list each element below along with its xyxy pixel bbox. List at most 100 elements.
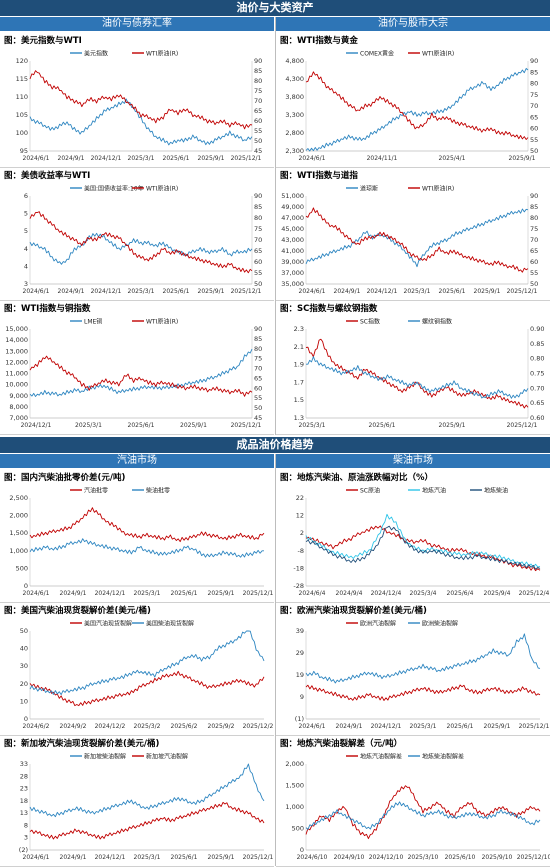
x-tick-label: 2024/12/10 bbox=[369, 854, 404, 861]
series-line bbox=[29, 70, 253, 130]
y-tick-label-left: 1,500 bbox=[285, 782, 304, 790]
x-tick-label: 2025/6/1 bbox=[171, 854, 198, 861]
chart-domestic-spread: 图：国内汽柴油批零价差(元/吨) 0 500 1,000 1,500 2,000 2,50… bbox=[0, 470, 274, 603]
x-tick-label: 2025/9/1 bbox=[198, 155, 225, 162]
x-tick-label: 2025/12/4 bbox=[519, 590, 550, 597]
y-tick-label-left: 29 bbox=[296, 649, 304, 657]
y-tick-label-right: 55 bbox=[254, 269, 262, 277]
y-tick-label-right: 60 bbox=[530, 258, 538, 266]
x-tick-label: 2025/6/10 bbox=[445, 854, 476, 861]
series-line bbox=[29, 507, 265, 543]
legend-label: 地炼汽油 bbox=[422, 487, 446, 495]
chart-title: 图：WTI指数与铜指数 bbox=[4, 304, 91, 314]
x-tick-label: 2025/9/1 bbox=[474, 288, 501, 295]
y-tick-label-left: 35,000 bbox=[281, 280, 304, 288]
y-tick-label-left: 100 bbox=[16, 129, 28, 137]
series-line bbox=[305, 801, 541, 830]
chart-title: 图：地炼汽柴油、原油涨跌幅对比（%） bbox=[280, 473, 434, 483]
y-tick-label-left: 1,500 bbox=[9, 529, 28, 537]
y-tick-label-right: 55 bbox=[254, 127, 262, 135]
y-tick-label-left: 45,000 bbox=[281, 225, 304, 233]
x-tick-label: 2025/6/1 bbox=[163, 288, 190, 295]
y-tick-label-right: 65 bbox=[254, 247, 262, 255]
y-tick-label-right: 0.60 bbox=[530, 414, 544, 422]
x-tick-label: 2025/9/1 bbox=[439, 422, 466, 429]
chart-yield-wti: 图：美债收益率与WTI 3 4 4 5 5 6 50 55 60 65 70 75 80 85 90 2024… bbox=[0, 168, 274, 301]
y-tick-label-left: 110 bbox=[16, 93, 28, 101]
x-tick-label: 2025/3/4 bbox=[410, 590, 437, 597]
series-line bbox=[29, 670, 265, 707]
x-tick-label: 2025/9/1 bbox=[180, 422, 207, 429]
chart-title: 图：美债收益率与WTI bbox=[4, 171, 91, 181]
y-tick-label-left: 0 bbox=[300, 846, 304, 854]
legend-label: 地炼柴油 bbox=[484, 487, 508, 495]
y-tick-label-left: 39 bbox=[296, 627, 304, 635]
y-tick-label-left: -18 bbox=[293, 564, 304, 572]
series-line bbox=[29, 232, 253, 265]
series-line bbox=[29, 630, 265, 696]
y-tick-label-left: 6 bbox=[24, 192, 28, 200]
y-tick-label-left: 2,000 bbox=[9, 512, 28, 520]
x-tick-label: 2025/9/2 bbox=[208, 723, 235, 730]
chart-title: 图：地炼汽柴油裂解差（元/吨） bbox=[280, 739, 403, 749]
x-tick-label: 2024/6/1 bbox=[299, 155, 326, 162]
x-tick-label: 2025/9/4 bbox=[484, 590, 511, 597]
series-line bbox=[29, 211, 253, 274]
legend-label: WTI原油(R) bbox=[146, 50, 178, 58]
y-tick-label-right: 65 bbox=[530, 247, 538, 255]
y-tick-label-left: 12,000 bbox=[5, 358, 28, 366]
y-tick-label-right: 85 bbox=[530, 68, 538, 76]
x-tick-label: 2024/6/1 bbox=[23, 288, 50, 295]
x-tick-label: 2025/3/1 bbox=[128, 155, 155, 162]
x-tick-label: 2025/12/10 bbox=[517, 854, 550, 861]
x-tick-label: 2025/4/1 bbox=[439, 155, 466, 162]
x-tick-label: 2024/6/1 bbox=[299, 723, 326, 730]
x-tick-label: 2025/12/2 bbox=[243, 723, 274, 730]
chart-wti-dow: 图：WTI指数与道指 35,000 37,000 39,000 41,000 43,00… bbox=[276, 168, 550, 301]
x-tick-label: 2024/9/1 bbox=[60, 854, 87, 861]
y-tick-label-right: 50 bbox=[254, 280, 262, 288]
y-tick-label-left: 23 bbox=[20, 785, 28, 793]
y-tick-label-left: 41,000 bbox=[281, 247, 304, 255]
y-tick-label-left: 0 bbox=[24, 715, 28, 723]
x-tick-label: 2024/9/2 bbox=[60, 723, 87, 730]
y-tick-label-left: 28 bbox=[20, 772, 28, 780]
series-line bbox=[305, 525, 541, 570]
y-tick-label-right: 85 bbox=[254, 203, 262, 211]
x-tick-label: 2024/12/1 bbox=[95, 590, 126, 597]
y-tick-label-right: 85 bbox=[530, 203, 538, 211]
chart-usd-wti: 图：美元指数与WTI 95 100 105 110 115 120 45 50 55 60 65 70… bbox=[0, 33, 274, 168]
legend-label: LME铜 bbox=[84, 318, 102, 326]
legend-label: 汽油批零 bbox=[84, 487, 108, 495]
y-tick-label-left: 50 bbox=[20, 627, 28, 635]
y-tick-label-right: 75 bbox=[530, 225, 538, 233]
y-tick-label-left: 19 bbox=[296, 671, 304, 679]
y-tick-label-right: 0.90 bbox=[530, 325, 544, 333]
y-tick-label-left: 9 bbox=[300, 693, 304, 701]
y-tick-label-left: 1.3 bbox=[294, 414, 304, 422]
y-tick-label-left: 500 bbox=[292, 825, 304, 833]
y-tick-label-left: 0 bbox=[24, 582, 28, 590]
x-tick-label: 2024/11/1 bbox=[367, 155, 398, 162]
series-line bbox=[29, 801, 265, 840]
x-tick-label: 2025/6/1 bbox=[171, 590, 198, 597]
y-tick-label-left: (2) bbox=[19, 846, 28, 854]
y-tick-label-right: 80 bbox=[530, 80, 538, 88]
y-tick-label-left: 7,000 bbox=[9, 414, 28, 422]
x-tick-label: 2025/3/1 bbox=[299, 422, 326, 429]
series-line bbox=[305, 208, 529, 268]
y-tick-label-right: 75 bbox=[254, 225, 262, 233]
chart-wti-gold: 图：WTI指数与黄金 2,300 2,800 3,300 3,800 4,300 4,80… bbox=[276, 33, 550, 168]
y-tick-label-left: 1.7 bbox=[294, 378, 304, 386]
x-tick-label: 2024/9/1 bbox=[58, 155, 85, 162]
x-tick-label: 2025/6/1 bbox=[163, 155, 190, 162]
section1-banner: 油价与大类资产 bbox=[0, 0, 550, 16]
y-tick-label-right: 75 bbox=[254, 87, 262, 95]
legend-label: SC指数 bbox=[360, 318, 380, 326]
legend-label: 欧洲汽油裂解 bbox=[360, 620, 396, 628]
y-tick-label-right: 45 bbox=[254, 147, 262, 155]
y-tick-label-left: 13 bbox=[20, 809, 28, 817]
y-tick-label-right: 60 bbox=[254, 384, 262, 392]
y-tick-label-left: 2.1 bbox=[294, 343, 304, 351]
y-tick-label-right: 50 bbox=[254, 404, 262, 412]
